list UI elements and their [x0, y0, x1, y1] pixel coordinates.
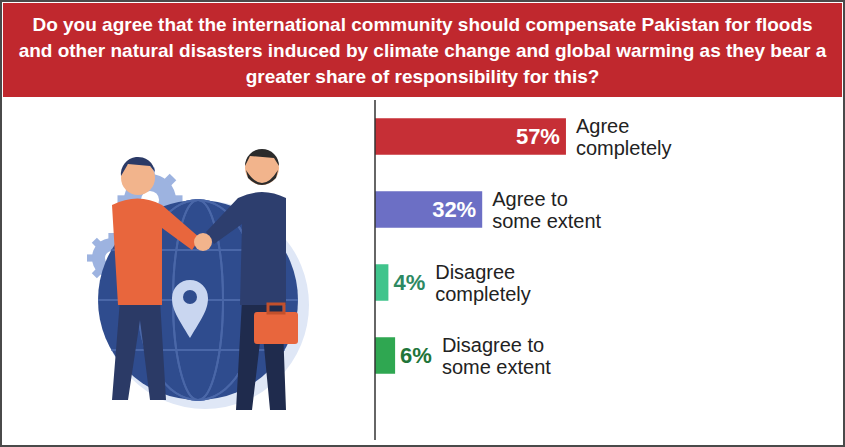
- chart: Do you agree that the international comm…: [0, 0, 845, 447]
- data-label: 32%: [432, 197, 476, 222]
- category-label-line: Disagree to: [442, 334, 544, 356]
- location-pin-hole: [183, 290, 197, 304]
- category-label-line: Agree: [576, 115, 629, 137]
- title: Do you agree that the international comm…: [19, 14, 827, 87]
- person-left-hair: [121, 157, 155, 176]
- category-label-line: Disagree: [435, 261, 515, 283]
- handshake: [194, 233, 212, 251]
- briefcase: [254, 312, 298, 344]
- data-label: 6%: [400, 343, 432, 368]
- category-label: Agree tosome extent: [492, 188, 601, 232]
- title-line: greater share of responsibility for this…: [246, 66, 600, 87]
- briefcase-handle: [268, 304, 284, 313]
- bar: [375, 264, 388, 301]
- category-label: Disagree tosome extent: [442, 334, 551, 378]
- background: [0, 0, 845, 447]
- category-label-line: some extent: [442, 356, 551, 378]
- location-pin: [172, 280, 208, 338]
- category-label-line: Agree to: [492, 188, 568, 210]
- person-right-beard: [246, 170, 278, 185]
- person-left-body: [112, 199, 200, 306]
- bar: [375, 337, 395, 374]
- title-line: and other natural disasters induced by c…: [19, 40, 827, 61]
- category-label: Disagreecompletely: [435, 261, 531, 305]
- category-label: Agreecompletely: [576, 115, 672, 159]
- header-band: [3, 3, 842, 97]
- category-label-line: some extent: [492, 210, 601, 232]
- person-right-hair: [245, 149, 279, 166]
- person-left-legs: [112, 300, 166, 400]
- bar: [375, 191, 482, 228]
- bars: [375, 118, 566, 374]
- bar: [375, 118, 566, 155]
- data-label: 57%: [516, 124, 560, 149]
- category-label-line: completely: [576, 137, 672, 159]
- person-right-body: [206, 192, 286, 305]
- labels: 57%Agreecompletely32%Agree tosome extent…: [393, 115, 671, 378]
- illustration: [87, 149, 309, 410]
- title-line: Do you agree that the international comm…: [32, 14, 812, 35]
- axis-line: [374, 100, 376, 440]
- data-label: 4%: [393, 270, 425, 295]
- frame: [1, 1, 844, 446]
- category-label-line: completely: [435, 283, 531, 305]
